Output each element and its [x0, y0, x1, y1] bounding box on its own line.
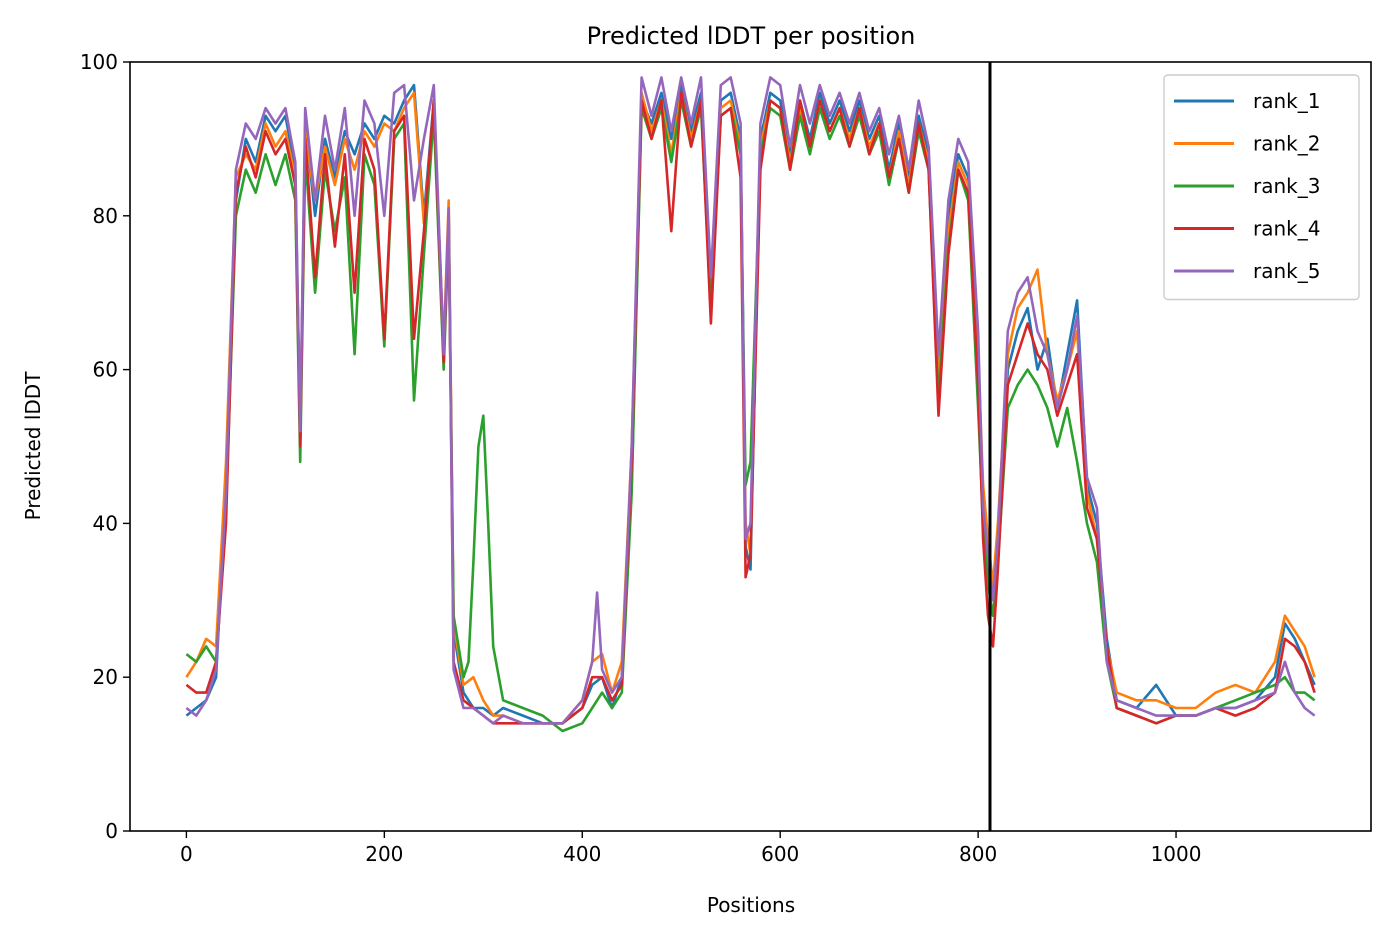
- x-tick-label: 800: [959, 842, 997, 866]
- y-axis-label: Predicted lDDT: [21, 371, 45, 521]
- legend-label: rank_2: [1253, 132, 1320, 156]
- y-tick-label: 0: [105, 819, 118, 843]
- y-tick-label: 20: [93, 665, 118, 689]
- x-axis-label: Positions: [707, 893, 795, 917]
- x-tick-label: 1000: [1151, 842, 1202, 866]
- legend-label: rank_3: [1253, 174, 1320, 198]
- x-tick-label: 600: [761, 842, 799, 866]
- series-line-rank_4: [185, 91, 1316, 725]
- x-tick-label: 200: [365, 842, 403, 866]
- chart-title: Predicted lDDT per position: [587, 22, 916, 50]
- y-tick-label: 40: [93, 511, 118, 535]
- legend: rank_1 rank_2 rank_3 rank_4 rank_5: [1163, 74, 1360, 301]
- legend-box: [1163, 74, 1360, 301]
- y-tick-label: 80: [93, 204, 118, 228]
- series-line-rank_5: [185, 76, 1316, 725]
- legend-label: rank_4: [1253, 217, 1320, 241]
- legend-label: rank_1: [1253, 89, 1320, 113]
- y-axis: 0 20 40 60 80 100: [80, 50, 130, 843]
- x-tick-label: 400: [563, 842, 601, 866]
- series-line-rank_2: [185, 91, 1316, 725]
- y-tick-label: 60: [93, 358, 118, 382]
- x-axis: 0 200 400 600 800 1000: [180, 831, 1201, 866]
- legend-label: rank_5: [1253, 259, 1320, 283]
- plot-frame: [129, 61, 1372, 832]
- y-tick-label: 100: [80, 50, 118, 74]
- x-tick-label: 0: [180, 842, 193, 866]
- plot-area: [185, 62, 1316, 831]
